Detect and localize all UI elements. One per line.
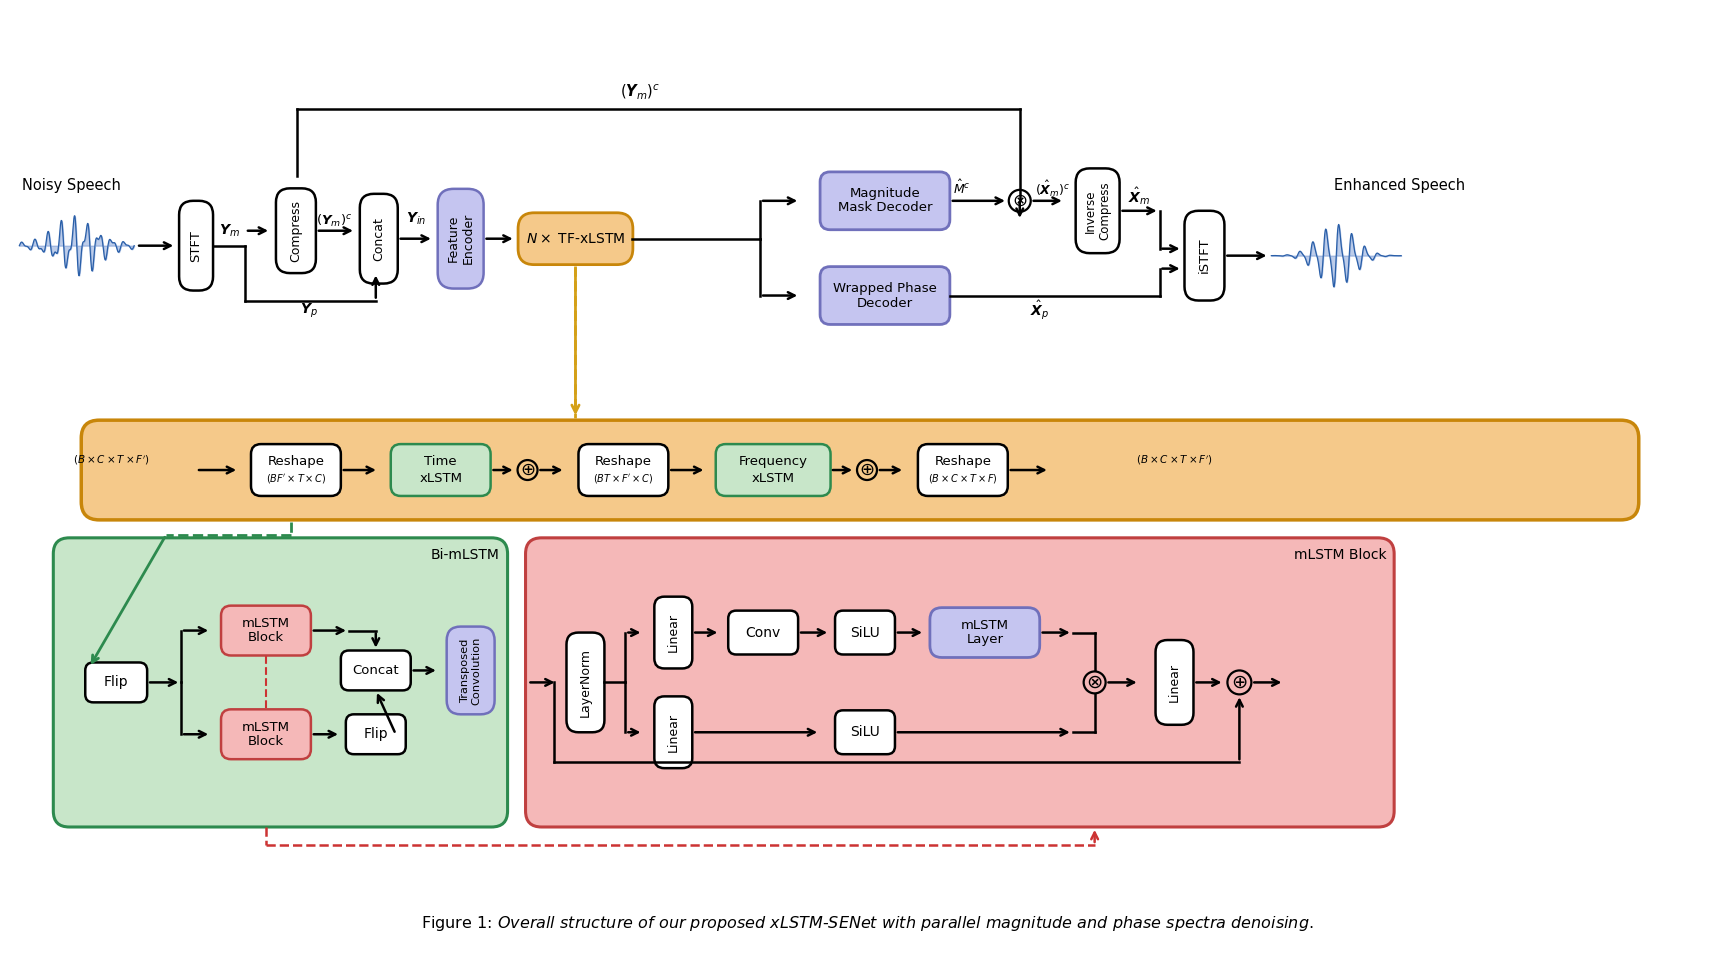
Text: Transposed
Convolution: Transposed Convolution bbox=[460, 636, 482, 705]
Text: Reshape: Reshape bbox=[595, 454, 652, 468]
FancyBboxPatch shape bbox=[525, 538, 1394, 827]
Text: Enhanced Speech: Enhanced Speech bbox=[1333, 179, 1465, 193]
FancyBboxPatch shape bbox=[342, 651, 411, 690]
Text: SiLU: SiLU bbox=[850, 725, 879, 739]
FancyBboxPatch shape bbox=[276, 188, 316, 273]
Text: Inverse
Compress: Inverse Compress bbox=[1084, 181, 1111, 240]
Text: $\boldsymbol{Y}_p$: $\boldsymbol{Y}_p$ bbox=[300, 301, 317, 320]
FancyBboxPatch shape bbox=[567, 633, 605, 732]
FancyBboxPatch shape bbox=[251, 444, 342, 496]
FancyBboxPatch shape bbox=[85, 662, 147, 703]
FancyBboxPatch shape bbox=[836, 611, 895, 655]
Text: $N\times$ TF-xLSTM: $N\times$ TF-xLSTM bbox=[525, 231, 624, 246]
Text: Magnitude: Magnitude bbox=[850, 187, 921, 201]
Text: Wrapped Phase: Wrapped Phase bbox=[832, 282, 936, 295]
Text: $\hat{M}^c$: $\hat{M}^c$ bbox=[954, 179, 971, 197]
Text: $\boldsymbol{Y}_{in}$: $\boldsymbol{Y}_{in}$ bbox=[406, 210, 427, 227]
Text: Linear: Linear bbox=[1169, 663, 1181, 702]
FancyBboxPatch shape bbox=[1075, 168, 1120, 253]
FancyBboxPatch shape bbox=[220, 709, 310, 759]
Text: $(\hat{\boldsymbol{X}}_m)^c$: $(\hat{\boldsymbol{X}}_m)^c$ bbox=[1035, 179, 1070, 199]
Text: $(B\times C\times T\times F)$: $(B\times C\times T\times F)$ bbox=[928, 471, 997, 485]
Text: Compress: Compress bbox=[290, 200, 302, 262]
Text: Concat: Concat bbox=[373, 217, 385, 260]
Text: $\hat{\boldsymbol{X}}_m$: $\hat{\boldsymbol{X}}_m$ bbox=[1129, 185, 1151, 206]
Text: Conv: Conv bbox=[746, 626, 780, 639]
FancyBboxPatch shape bbox=[929, 608, 1040, 658]
Text: Linear: Linear bbox=[668, 712, 680, 752]
FancyBboxPatch shape bbox=[54, 538, 508, 827]
Text: STFT: STFT bbox=[189, 229, 203, 262]
Text: $\oplus$: $\oplus$ bbox=[520, 461, 536, 479]
FancyBboxPatch shape bbox=[654, 597, 692, 668]
FancyBboxPatch shape bbox=[361, 194, 397, 283]
Text: Feature
Encoder: Feature Encoder bbox=[447, 213, 475, 264]
Text: Block: Block bbox=[248, 631, 284, 644]
Text: mLSTM: mLSTM bbox=[961, 619, 1009, 632]
Text: Linear: Linear bbox=[668, 613, 680, 652]
Text: $\boldsymbol{Y}_m$: $\boldsymbol{Y}_m$ bbox=[218, 223, 239, 239]
Text: Reshape: Reshape bbox=[267, 454, 324, 468]
FancyBboxPatch shape bbox=[654, 696, 692, 768]
Text: Block: Block bbox=[248, 734, 284, 748]
Text: $(\boldsymbol{Y}_m)^c$: $(\boldsymbol{Y}_m)^c$ bbox=[621, 82, 661, 101]
FancyBboxPatch shape bbox=[836, 710, 895, 755]
Text: mLSTM: mLSTM bbox=[243, 617, 290, 630]
Text: LayerNorm: LayerNorm bbox=[579, 648, 591, 717]
Text: $(B\times C\times T\times F^\prime)$: $(B\times C\times T\times F^\prime)$ bbox=[1136, 453, 1214, 467]
Text: Reshape: Reshape bbox=[935, 454, 992, 468]
FancyBboxPatch shape bbox=[579, 444, 668, 496]
Text: $\otimes$: $\otimes$ bbox=[1087, 673, 1103, 692]
FancyBboxPatch shape bbox=[390, 444, 491, 496]
FancyBboxPatch shape bbox=[820, 172, 950, 229]
Text: $(BT\times F^\prime\times C)$: $(BT\times F^\prime\times C)$ bbox=[593, 471, 654, 485]
Text: $\otimes$: $\otimes$ bbox=[1013, 192, 1028, 210]
Text: $\oplus$: $\oplus$ bbox=[1231, 673, 1248, 692]
Text: Flip: Flip bbox=[104, 676, 128, 689]
Text: SiLU: SiLU bbox=[850, 626, 879, 639]
Text: xLSTM: xLSTM bbox=[751, 471, 794, 485]
FancyBboxPatch shape bbox=[345, 714, 406, 755]
Text: $(BF^\prime\times T\times C)$: $(BF^\prime\times T\times C)$ bbox=[265, 471, 326, 485]
Text: Time: Time bbox=[425, 454, 458, 468]
FancyBboxPatch shape bbox=[81, 420, 1639, 520]
Text: $(\boldsymbol{Y}_m)^c$: $(\boldsymbol{Y}_m)^c$ bbox=[316, 213, 352, 228]
Text: Concat: Concat bbox=[352, 664, 399, 677]
FancyBboxPatch shape bbox=[728, 611, 798, 655]
Text: Bi-mLSTM: Bi-mLSTM bbox=[430, 548, 499, 562]
Text: Mask Decoder: Mask Decoder bbox=[838, 202, 933, 214]
Text: $\oplus$: $\oplus$ bbox=[860, 461, 874, 479]
Text: Figure 1: $\it{Overall\ structure\ of\ our\ proposed\ xLSTM\text{-}SENet\ with\ : Figure 1: $\it{Overall\ structure\ of\ o… bbox=[421, 914, 1313, 933]
Text: mLSTM Block: mLSTM Block bbox=[1294, 548, 1385, 562]
Text: mLSTM: mLSTM bbox=[243, 721, 290, 733]
FancyBboxPatch shape bbox=[820, 267, 950, 324]
FancyBboxPatch shape bbox=[716, 444, 831, 496]
FancyBboxPatch shape bbox=[1155, 640, 1193, 725]
Text: $(B\times C\times T\times F^\prime)$: $(B\times C\times T\times F^\prime)$ bbox=[73, 453, 149, 467]
Text: Noisy Speech: Noisy Speech bbox=[23, 179, 121, 193]
FancyBboxPatch shape bbox=[518, 213, 633, 265]
Text: $\hat{\boldsymbol{X}}_p$: $\hat{\boldsymbol{X}}_p$ bbox=[1030, 299, 1049, 323]
Text: Flip: Flip bbox=[364, 728, 388, 741]
Text: iSTFT: iSTFT bbox=[1198, 238, 1210, 274]
FancyBboxPatch shape bbox=[447, 627, 494, 714]
FancyBboxPatch shape bbox=[917, 444, 1007, 496]
Text: xLSTM: xLSTM bbox=[420, 471, 463, 485]
Text: Decoder: Decoder bbox=[857, 297, 914, 310]
FancyBboxPatch shape bbox=[220, 606, 310, 656]
FancyBboxPatch shape bbox=[1184, 211, 1224, 300]
FancyBboxPatch shape bbox=[179, 201, 213, 291]
Text: Layer: Layer bbox=[966, 633, 1004, 646]
FancyBboxPatch shape bbox=[437, 189, 484, 289]
Text: Frequency: Frequency bbox=[739, 454, 808, 468]
